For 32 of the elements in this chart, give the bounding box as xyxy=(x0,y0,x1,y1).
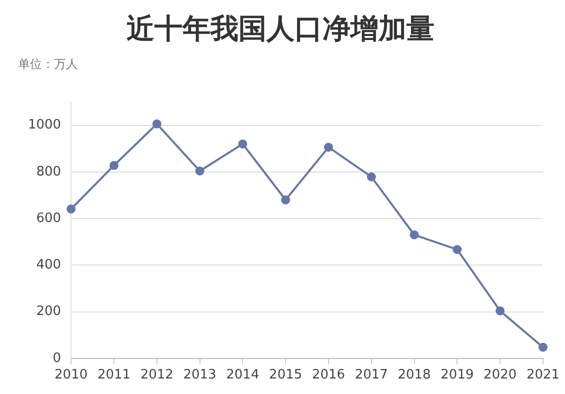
x-tick-label: 2016 xyxy=(312,368,346,383)
x-tick-label: 2014 xyxy=(226,368,260,383)
point xyxy=(238,139,248,148)
x-tick-label: 2015 xyxy=(269,368,302,383)
x-tick-label: 2012 xyxy=(140,368,174,383)
x-tick-label: 2013 xyxy=(183,368,216,383)
x-tick-label: 2017 xyxy=(354,368,388,383)
point xyxy=(109,160,118,170)
x-tick-label: 2010 xyxy=(54,368,88,383)
point xyxy=(452,245,462,254)
y-tick-label: 400 xyxy=(36,258,62,273)
point xyxy=(66,204,76,214)
point xyxy=(538,342,548,352)
chart-subtitle: 单位：万人 xyxy=(18,56,78,71)
x-tick-label: 2020 xyxy=(484,368,517,383)
x-tick-label: 2011 xyxy=(97,368,131,383)
chart-title: 近十年我国人口净增加量 xyxy=(126,12,434,46)
y-tick-label: 600 xyxy=(36,210,62,226)
point xyxy=(496,306,505,316)
x-tick-label: 2019 xyxy=(440,368,474,383)
point xyxy=(410,230,419,240)
point xyxy=(281,195,290,204)
point xyxy=(366,172,376,182)
point xyxy=(195,166,204,176)
x-tick-label: 2021 xyxy=(526,368,560,383)
y-tick-label: 200 xyxy=(36,304,62,320)
x-tick-label: 2018 xyxy=(398,368,431,383)
y-tick-label: 0 xyxy=(52,350,62,366)
point xyxy=(324,142,333,152)
y-tick-label: 800 xyxy=(36,164,62,180)
point xyxy=(152,119,162,128)
y-tick-label: 1000 xyxy=(28,118,62,133)
